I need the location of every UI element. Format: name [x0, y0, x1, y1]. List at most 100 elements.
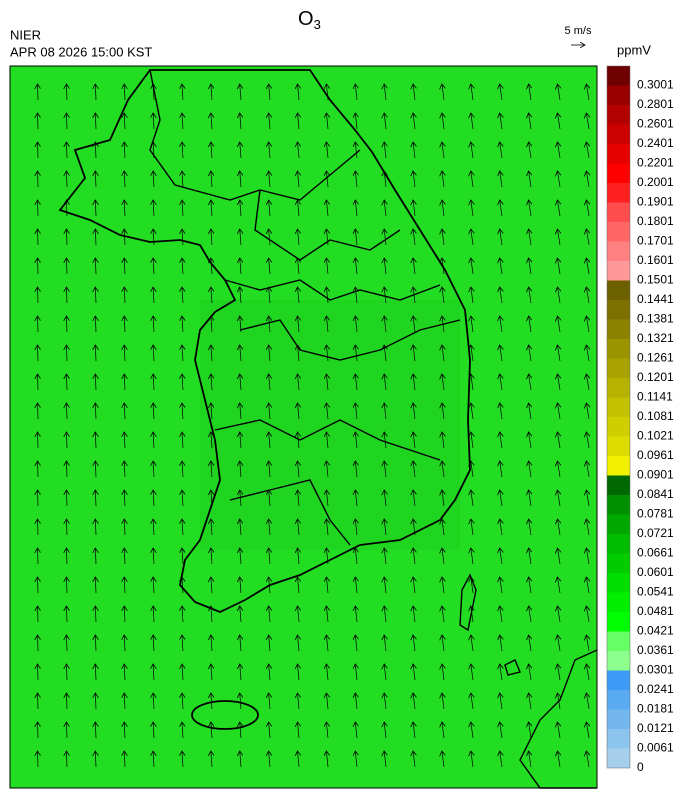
- colorbar-segment: [607, 124, 630, 144]
- wind-arrow: [298, 142, 299, 159]
- wind-arrow: [153, 490, 154, 507]
- wind-arrow: [95, 693, 96, 710]
- wind-arrow: [471, 229, 473, 246]
- wind-arrow: [326, 490, 328, 507]
- wind-arrow: [557, 432, 560, 449]
- wind-arrow: [384, 635, 386, 652]
- wind-arrow: [95, 722, 96, 739]
- colorbar-label: 0.0481: [637, 604, 674, 618]
- wind-arrow: [586, 519, 589, 536]
- wind-arrow: [211, 287, 212, 304]
- wind-arrows: [38, 84, 589, 768]
- colorbar-label: 0.1321: [637, 331, 674, 345]
- wind-arrow: [442, 432, 444, 449]
- wind-arrow: [298, 751, 299, 768]
- wind-arrow: [471, 403, 473, 420]
- wind-arrow: [153, 171, 154, 188]
- wind-arrow: [355, 374, 357, 391]
- wind-arrow: [529, 490, 531, 507]
- wind-arrow: [298, 258, 299, 275]
- wind-arrow: [442, 722, 444, 739]
- colorbar-segment: [607, 222, 630, 242]
- wind-arrow: [355, 635, 357, 652]
- wind-arrow: [557, 258, 560, 275]
- colorbar-label: 0.1801: [637, 214, 674, 228]
- colorbar-segment: [607, 670, 630, 690]
- wind-arrow: [153, 287, 154, 304]
- wind-arrow: [529, 693, 531, 710]
- wind-arrow: [124, 432, 125, 449]
- wind-arrow: [240, 577, 241, 594]
- wind-arrow: [211, 316, 212, 333]
- wind-arrow: [298, 171, 299, 188]
- wind-arrow: [442, 664, 444, 681]
- wind-arrow: [298, 374, 299, 391]
- wind-arrow: [95, 403, 96, 420]
- wind-arrow: [95, 461, 96, 478]
- wind-arrow: [124, 606, 125, 623]
- wind-arrow: [95, 635, 96, 652]
- wind-arrow: [153, 113, 154, 130]
- colorbar-label: 0.2001: [637, 175, 674, 189]
- wind-arrow: [413, 287, 415, 304]
- wind-arrow: [182, 229, 183, 246]
- wind-arrow: [66, 693, 67, 710]
- wind-arrow: [471, 258, 473, 275]
- wind-arrow: [66, 751, 67, 768]
- wind-arrow: [269, 490, 270, 507]
- colorbar: 0 0.0061 0.0121 0.0181 0.0241 0.0301 0.0361 0.0…: [606, 65, 674, 774]
- wind-arrow: [269, 519, 270, 536]
- colorbar-segment: [607, 280, 630, 300]
- jeju-island: [191, 700, 259, 730]
- wind-arrow: [66, 490, 67, 507]
- wind-arrow: [442, 229, 444, 246]
- colorbar-segment: [607, 495, 630, 515]
- wind-arrow: [95, 171, 96, 188]
- wind-arrow: [326, 84, 328, 101]
- wind-arrow: [413, 432, 415, 449]
- wind-arrow: [269, 693, 270, 710]
- wind-arrow: [240, 635, 241, 652]
- wind-arrow: [384, 142, 386, 159]
- wind-arrow: [240, 519, 241, 536]
- wind-arrow: [384, 84, 386, 101]
- wind-arrow: [384, 577, 386, 594]
- colorbar-segment: [607, 475, 630, 495]
- wind-arrow: [240, 606, 241, 623]
- wind-arrow: [471, 171, 473, 188]
- colorbar-label: 0.2201: [637, 156, 674, 170]
- wind-arrow: [182, 258, 183, 275]
- wind-arrow: [182, 113, 183, 130]
- wind-arrow: [240, 751, 241, 768]
- wind-arrow: [355, 171, 357, 188]
- wind-arrow: [355, 751, 357, 768]
- wind-arrow: [182, 374, 183, 391]
- wind-arrow: [211, 403, 212, 420]
- colorbar-label: 0.0781: [637, 507, 674, 521]
- wind-arrow: [182, 461, 183, 478]
- wind-arrow: [442, 548, 444, 565]
- wind-arrow: [153, 142, 154, 159]
- wind-arrow: [529, 635, 531, 652]
- wind-arrow: [500, 722, 502, 739]
- colorbar-segment: [607, 417, 630, 437]
- wind-arrow: [442, 635, 444, 652]
- wind-arrow: [298, 229, 299, 246]
- wind-arrow: [529, 200, 531, 217]
- wind-arrow: [66, 171, 67, 188]
- wind-arrow: [298, 519, 299, 536]
- wind-arrow: [442, 258, 444, 275]
- wind-arrow: [66, 287, 67, 304]
- wind-arrow: [586, 403, 589, 420]
- wind-arrow: [153, 751, 154, 768]
- wind-arrow: [413, 548, 415, 565]
- wind-arrow: [240, 316, 241, 333]
- colorbar-segment: [607, 183, 630, 203]
- wind-arrow: [211, 258, 212, 275]
- wind-arrow: [557, 229, 560, 246]
- wind-arrow: [240, 229, 241, 246]
- wind-arrow: [95, 200, 96, 217]
- wind-arrow: [442, 577, 444, 594]
- wind-arrow: [211, 606, 212, 623]
- wind-arrow: [124, 200, 125, 217]
